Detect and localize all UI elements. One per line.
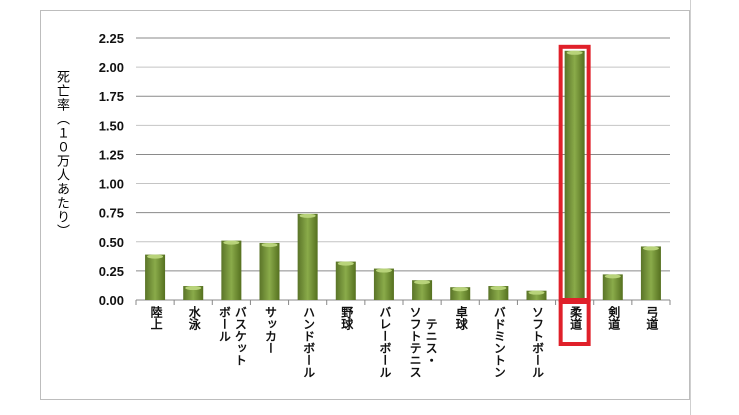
bar [412,280,433,300]
bar [145,254,166,300]
bar-cap [604,274,621,279]
x-tick-label: 水泳 [187,306,202,330]
x-tick-label: 陸上 [149,306,164,330]
bar-cap [223,240,240,245]
x-tick-label: ハンドボール [301,306,316,378]
bar [526,290,547,300]
x-tick-label: 野球 [339,306,354,330]
bar [564,50,585,301]
x-tick-label: 弓道 [644,306,659,330]
bar-cap [490,286,507,291]
bar [602,274,623,300]
bar-cap [528,290,545,295]
y-tick-label: 0.00 [99,293,124,308]
x-tick-label: テニス・ [424,318,439,366]
divider [690,0,691,415]
x-tick-label: ソフトテニス [408,306,423,378]
chart-frame [40,10,690,400]
x-tick-label: ボール [217,306,232,342]
bar [373,268,394,300]
y-tick-label: 1.75 [99,89,124,104]
bar [221,240,242,300]
bar-cap [147,254,164,259]
bar-cap [261,242,278,247]
y-tick-label: 0.25 [99,264,124,279]
x-tick-label: バドミントン [492,306,507,378]
bar-cap [185,286,202,291]
y-tick-label: 1.00 [99,177,124,192]
bar [335,261,356,300]
bar-cap [566,50,583,55]
y-axis-label: 死亡率（１０万人あたり） [54,70,69,238]
x-tick-label: バスケット [233,306,248,366]
bar-cap [337,261,354,266]
y-tick-label: 0.50 [99,235,124,250]
y-tick-label: 0.75 [99,206,124,221]
y-tick-label: 2.25 [99,31,124,46]
bar-cap [452,287,469,292]
x-tick-label: 剣道 [606,306,621,330]
x-tick-label: 柔道 [568,306,583,330]
bar-cap [414,280,431,285]
highlight-label-box [558,300,591,346]
bar-cap [375,268,392,273]
bar-cap [299,213,316,218]
bar-cap [642,246,659,251]
y-tick-label: 1.25 [99,147,124,162]
x-tick-label: バレーボール [377,306,392,378]
x-tick-label: ソフトボール [530,306,545,378]
bar [297,213,318,300]
x-tick-label: サッカー [263,306,278,354]
y-tick-label: 1.50 [99,118,124,133]
bar [259,242,280,300]
x-tick-label: 卓球 [454,306,469,330]
y-tick-label: 2.00 [99,60,124,75]
bar [640,246,661,300]
